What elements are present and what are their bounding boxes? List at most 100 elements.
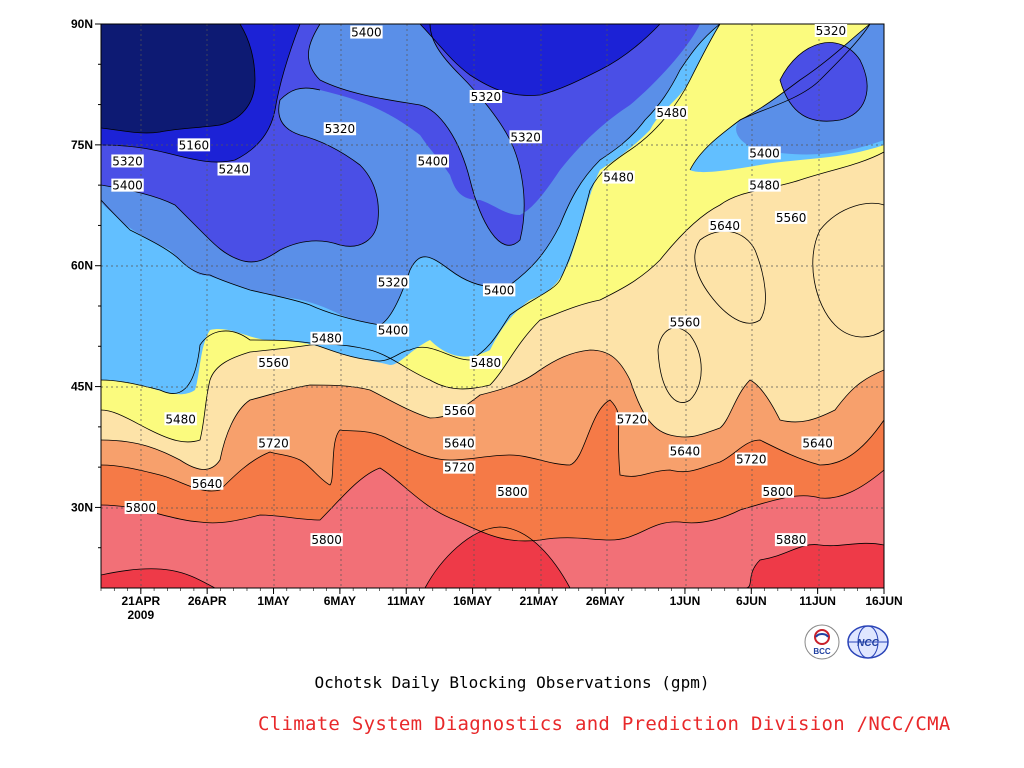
contour-label-background	[257, 355, 290, 369]
contour-label-text: 5640	[670, 445, 701, 459]
y-axis: 90N 75N 60N 45N 30N	[71, 17, 101, 549]
contour-label-background	[124, 500, 158, 514]
contour-label-background	[164, 412, 197, 426]
contour-label-background	[496, 484, 529, 498]
contour-label-text: 5720	[617, 412, 648, 426]
ncc-logo: NCC	[846, 624, 889, 660]
contour-label-text: 5880	[776, 533, 807, 547]
contour-label: 5320	[111, 154, 144, 168]
contour-label-text: 5400	[112, 179, 143, 193]
y-tick-label: 45N	[71, 380, 93, 394]
contour-label-background	[469, 90, 503, 104]
x-tick-label: 1MAY	[257, 594, 289, 608]
y-tick-label: 30N	[71, 500, 93, 514]
contour-label: 5640	[801, 436, 834, 450]
contour-label-background	[111, 178, 144, 192]
contour-label-background	[801, 436, 834, 450]
contour-label: 5560	[443, 404, 476, 418]
contour-label: 5800	[310, 533, 343, 547]
contour-label-background	[668, 444, 702, 458]
contour-label-background	[482, 283, 516, 297]
contour-label-text: 5400	[418, 154, 449, 168]
contour-label-background	[748, 146, 781, 160]
contour-label: 5480	[310, 331, 343, 346]
contour-label-text: 5400	[351, 26, 382, 40]
contour-label-text: 5480	[165, 412, 196, 426]
contour-label-text: 5560	[670, 316, 701, 330]
contour-label: 5480	[469, 355, 503, 370]
contour-label-background	[774, 210, 808, 224]
contour-label-text: 5800	[763, 485, 794, 499]
grid-lines	[101, 24, 884, 588]
contour-label: 5160	[177, 138, 211, 152]
contour-label-text: 5320	[510, 130, 541, 144]
contour-label: 5560	[668, 315, 702, 330]
contour-label-background	[748, 178, 781, 192]
contour-label-background	[376, 323, 410, 337]
contour-label-background	[615, 412, 649, 426]
contour-label-text: 5800	[311, 533, 342, 547]
contour-label-text: 5800	[126, 501, 157, 515]
contour-label-text: 5560	[258, 356, 289, 370]
contour-label: 5320	[469, 90, 503, 104]
contour-label-text: 5320	[325, 122, 356, 136]
ncc-logo-text: NCC	[857, 638, 879, 649]
band-5240-5320	[101, 24, 868, 262]
x-year-label: 2009	[127, 608, 154, 622]
contour-label: 5320	[509, 130, 542, 144]
bcc-logo-text: BCC	[813, 647, 831, 656]
contour-label-text: 5240	[218, 163, 249, 177]
x-tick-label: 26APR	[188, 594, 227, 608]
contour-lines	[101, 24, 884, 588]
contour-label-background	[416, 154, 449, 168]
contour-label: 5560	[257, 355, 290, 370]
x-axis: 21APR 26APR 1MAY 6MAY 11MAY 16MAY 21MAY 26MAY 1J…	[100, 588, 903, 622]
contour-label-text: 5640	[444, 436, 475, 450]
x-tick-label: 1JUN	[670, 594, 701, 608]
contour-label: 5320	[376, 275, 410, 289]
contour-label-background	[111, 154, 144, 168]
contour-label-background	[177, 138, 211, 152]
contour-label-background	[257, 436, 290, 450]
x-tick-label: 11MAY	[387, 594, 425, 608]
contour-label-background	[443, 404, 476, 418]
contour-label-text: 5400	[378, 324, 409, 338]
y-tick-label: 60N	[71, 259, 93, 273]
contour-label-background	[310, 331, 343, 345]
contour-label-background	[735, 452, 768, 466]
x-tick-label: 6JUN	[736, 594, 767, 608]
contour-label: 5640	[190, 476, 224, 491]
contour-label-text: 5400	[749, 146, 780, 160]
contour-label-background	[761, 484, 795, 498]
contour-label-background	[190, 476, 224, 490]
chart-title: Ochotsk Daily Blocking Observations (gpm…	[314, 673, 710, 692]
contour-label-text: 5480	[471, 356, 502, 370]
contour-label: 5400	[376, 323, 410, 338]
contour-label: 5720	[257, 436, 290, 450]
contour-label-background	[774, 533, 808, 547]
x-tick-label: 16MAY	[453, 594, 492, 608]
contour-label-background	[443, 436, 476, 450]
x-tick-label: 11JUN	[799, 594, 836, 608]
contour-label-text: 5320	[378, 275, 409, 289]
contour-label-text: 5480	[311, 332, 342, 346]
contour-label-text: 5640	[802, 436, 833, 450]
contour-label-text: 5480	[749, 179, 780, 193]
contour-label-background	[376, 275, 410, 289]
contour-label: 5480	[655, 106, 688, 120]
contour-label-background	[708, 218, 741, 232]
contour-label: 5480	[164, 412, 197, 426]
x-tick-label: 26MAY	[586, 594, 625, 608]
contour-label-background	[602, 170, 635, 184]
contour-label: 5400	[416, 154, 449, 168]
contour-label: 5800	[496, 484, 529, 499]
contour-label-text: 5320	[816, 24, 847, 38]
contour-label: 5400	[350, 25, 383, 40]
contour-label-background	[509, 130, 542, 144]
contour-label-text: 5720	[736, 453, 767, 467]
contour-label-text: 5160	[179, 138, 210, 152]
contour-label: 5880	[774, 533, 808, 547]
contour-label-text: 5720	[258, 436, 289, 450]
contour-label-text: 5560	[776, 211, 807, 225]
